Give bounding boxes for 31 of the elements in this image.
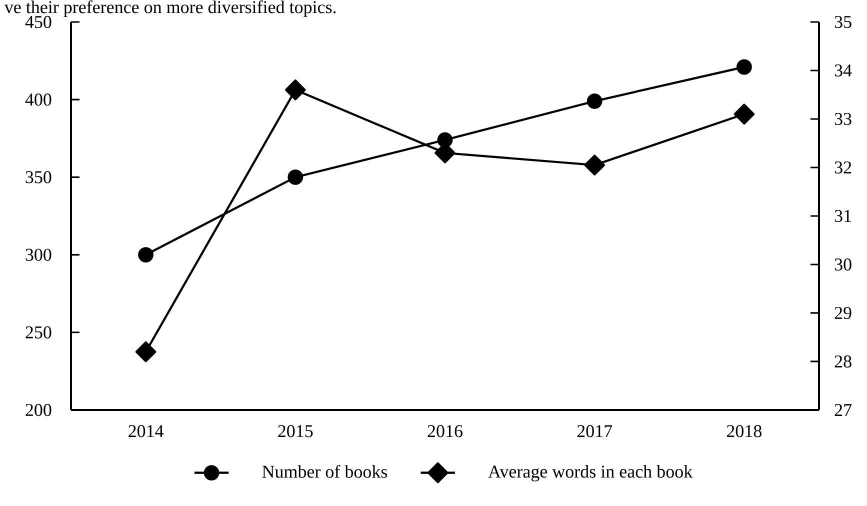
y2-tick-label: 28 (834, 355, 852, 368)
point (584, 154, 606, 176)
y2-tick-label: 31 (834, 210, 851, 222)
x-tick-label: 2018 (726, 425, 762, 438)
legend-label: Average words in each book (488, 465, 693, 482)
x-tick-label: 2017 (577, 425, 612, 438)
y2-tick-label: 35 (834, 16, 852, 28)
y-tick-label: 350 (26, 171, 52, 184)
point (138, 247, 154, 262)
y2-tick-label: 29 (834, 306, 852, 320)
y2-tick-label: 30 (834, 258, 852, 271)
y-tick-label: 250 (26, 326, 52, 338)
y2-tick-label: 33 (834, 112, 852, 126)
x-tick-label: 2016 (428, 425, 462, 438)
point (288, 169, 304, 185)
legend-label: Number of books (262, 464, 388, 478)
y-tick-label: 300 (26, 248, 52, 261)
y-tick-label: 200 (26, 404, 52, 416)
point (135, 341, 156, 362)
point (734, 104, 755, 125)
y2-tick-label: 32 (834, 161, 852, 174)
text: ve their preference on more diversified topics. (4, 0, 336, 17)
point (586, 93, 602, 109)
point (736, 59, 752, 75)
x-tick-label: 2015 (278, 425, 313, 438)
y2-tick-label: 34 (834, 64, 852, 77)
x-tick-label: 2014 (128, 425, 164, 438)
point (284, 79, 306, 100)
y-tick-label: 400 (25, 94, 52, 106)
y-tick-label: 450 (25, 16, 52, 28)
y2-tick-label: 27 (834, 404, 852, 416)
